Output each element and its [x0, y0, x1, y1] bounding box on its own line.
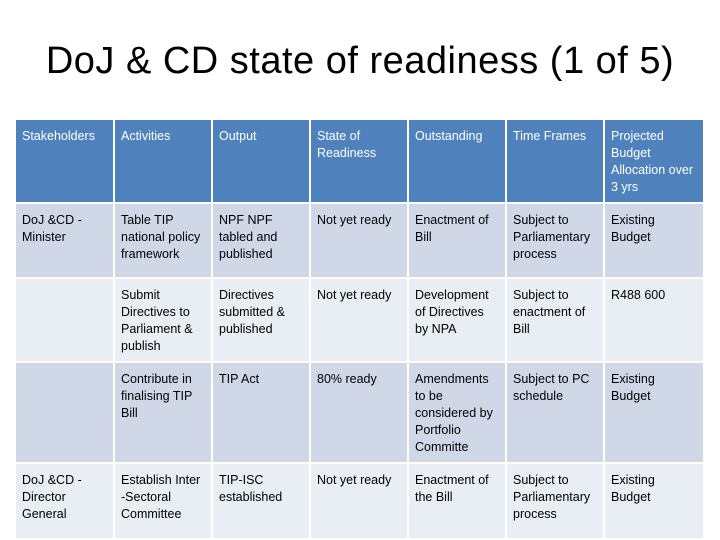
header-outstanding: Outstanding: [408, 120, 507, 204]
cell-stakeholder: [16, 278, 115, 363]
cell-stakeholder: DoJ &CD - Minister: [16, 203, 115, 279]
cell-time-frame: Subject to Parliamentary process: [506, 203, 605, 279]
cell-budget: Existing Budget: [604, 463, 705, 540]
cell-stakeholder: DoJ &CD - Director General: [16, 463, 115, 540]
cell-budget: Existing Budget: [604, 203, 705, 279]
cell-activity: Submit Directives to Parliament & publis…: [114, 278, 213, 363]
cell-time-frame: Subject to PC schedule: [506, 362, 605, 464]
cell-state: Not yet ready: [310, 278, 409, 363]
cell-time-frame: Subject to Parliamentary process: [506, 463, 605, 540]
cell-state: Not yet ready: [310, 203, 409, 279]
cell-activity: Contribute in finalising TIP Bill: [114, 362, 213, 464]
cell-output: NPF NPF tabled and published: [212, 203, 311, 279]
slide-title: DoJ & CD state of readiness (1 of 5): [45, 40, 675, 82]
cell-state: 80% ready: [310, 362, 409, 464]
readiness-table: Stakeholders Activities Output State of …: [16, 120, 705, 540]
cell-budget: Existing Budget: [604, 362, 705, 464]
cell-budget: R488 600: [604, 278, 705, 363]
cell-stakeholder: [16, 362, 115, 464]
header-output: Output: [212, 120, 311, 204]
cell-outstanding: Development of Directives by NPA: [408, 278, 507, 363]
cell-output: TIP-ISC established: [212, 463, 311, 540]
table-row: Submit Directives to Parliament & publis…: [16, 278, 705, 363]
cell-activity: Table TIP national policy framework: [114, 203, 213, 279]
header-activities: Activities: [114, 120, 213, 204]
cell-time-frame: Subject to enactment of Bill: [506, 278, 605, 363]
header-stakeholders: Stakeholders: [16, 120, 115, 204]
cell-outstanding: Amendments to be considered by Portfolio…: [408, 362, 507, 464]
table-row: Contribute in finalising TIP Bill TIP Ac…: [16, 362, 705, 464]
cell-output: TIP Act: [212, 362, 311, 464]
cell-output: Directives submitted & published: [212, 278, 311, 363]
cell-activity: Establish Inter -Sectoral Committee: [114, 463, 213, 540]
table-row: DoJ &CD - Director General Establish Int…: [16, 463, 705, 540]
header-state-of-readiness: State of Readiness: [310, 120, 409, 204]
cell-outstanding: Enactment of Bill: [408, 203, 507, 279]
cell-state: Not yet ready: [310, 463, 409, 540]
header-time-frames: Time Frames: [506, 120, 605, 204]
table-header-row: Stakeholders Activities Output State of …: [16, 120, 705, 204]
table-row: DoJ &CD - Minister Table TIP national po…: [16, 203, 705, 279]
cell-outstanding: Enactment of the Bill: [408, 463, 507, 540]
header-projected-budget: Projected Budget Allocation over 3 yrs: [604, 120, 705, 204]
